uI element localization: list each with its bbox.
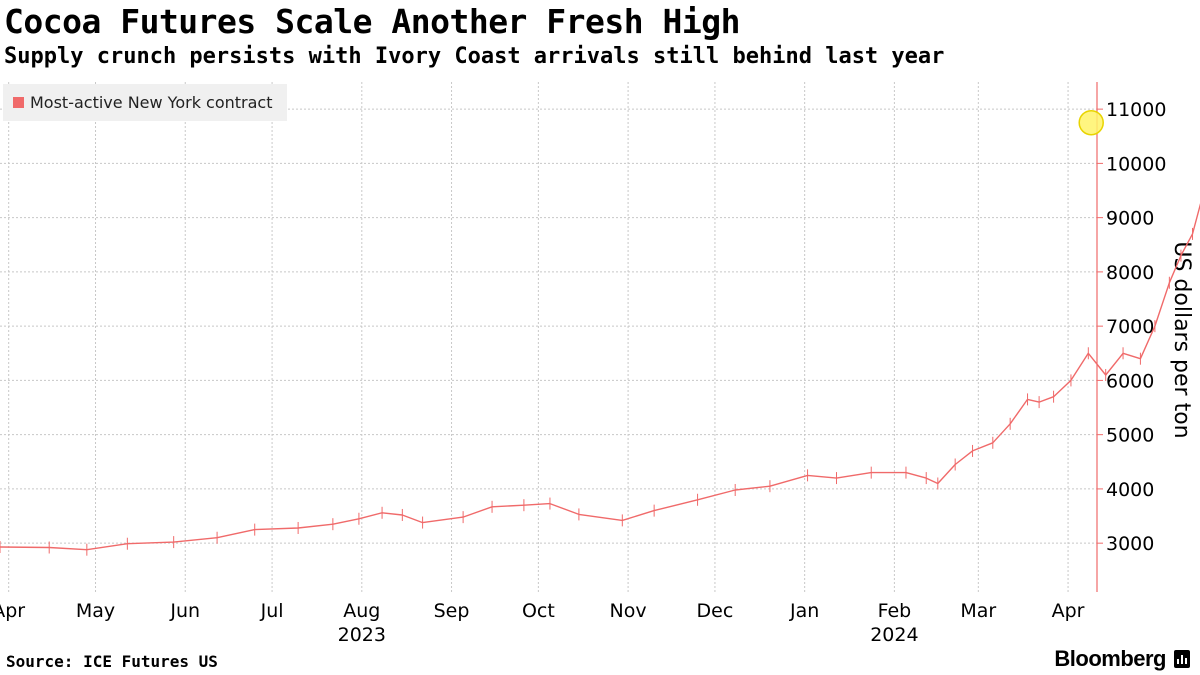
x-tick-label: Jun <box>169 600 200 622</box>
y-tick-label: 10000 <box>1106 153 1166 175</box>
y-tick-label: 11000 <box>1106 99 1166 121</box>
highlight-marker <box>1078 109 1104 136</box>
chart-subtitle: Supply crunch persists with Ivory Coast … <box>4 44 945 69</box>
legend-label: Most-active New York contract <box>30 93 273 112</box>
x-tick-label: Feb <box>878 600 912 622</box>
y-tick-label: 4000 <box>1106 479 1154 501</box>
y-axis-title: US dollars per ton <box>1169 241 1194 438</box>
x-tick-label: Nov <box>610 600 647 622</box>
x-tick-label: Mar <box>960 600 996 622</box>
legend-swatch <box>13 97 24 108</box>
x-tick-label: Sep <box>434 600 470 622</box>
y-tick-label: 9000 <box>1106 208 1154 230</box>
x-tick-label: Oct <box>522 600 555 622</box>
y-tick-label: 6000 <box>1106 370 1154 392</box>
x-tick-label: Aug <box>343 600 380 622</box>
brand-logo-text: Bloomberg <box>1054 646 1166 671</box>
x-tick-label: Jan <box>789 600 819 622</box>
x-tick-label: May <box>76 600 115 622</box>
y-tick-label: 8000 <box>1106 262 1154 284</box>
x-year-label: 2023 <box>338 624 386 646</box>
series-line <box>0 203 1200 551</box>
x-tick-label: Jul <box>260 600 284 622</box>
chart-legend: Most-active New York contract <box>3 84 287 121</box>
y-tick-label: 5000 <box>1106 425 1154 447</box>
bloomberg-chart-icon <box>1174 650 1190 668</box>
x-tick-label: Dec <box>697 600 734 622</box>
y-tick-label: 3000 <box>1106 533 1154 555</box>
source-note: Source: ICE Futures US <box>6 652 218 671</box>
y-tick-label: 7000 <box>1106 316 1154 338</box>
x-tick-label: Apr <box>0 600 25 622</box>
chart-title: Cocoa Futures Scale Another Fresh High <box>4 2 740 41</box>
x-year-label: 2024 <box>870 624 918 646</box>
x-tick-label: Apr <box>1052 600 1085 622</box>
